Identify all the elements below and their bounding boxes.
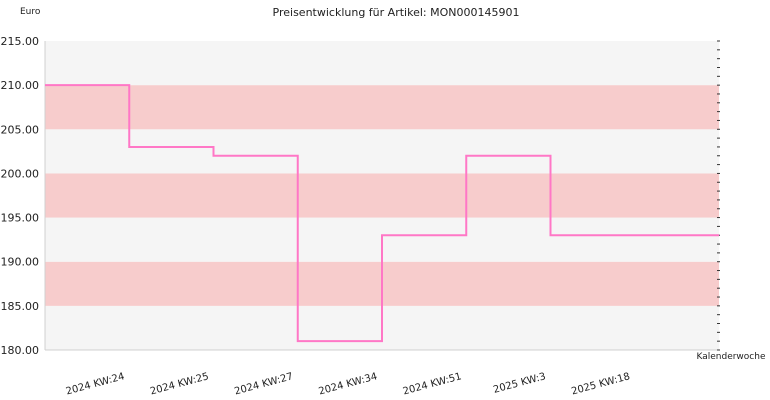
band	[45, 173, 719, 218]
band	[45, 41, 719, 86]
y-tick-labels: 180.00 185.00 190.00 195.00 200.00 205.00 210.…	[1, 35, 40, 357]
price-step-line	[45, 84, 719, 343]
x-axis-label: Kalenderwoche	[696, 352, 765, 362]
x-tick-labels: 2024 KW:24 2024 KW:25 2024 KW:27 2024 KW:34…	[65, 371, 632, 397]
y-tick-label: 185.00	[1, 300, 40, 313]
y-tick-label: 215.00	[1, 35, 40, 48]
x-tick-label: 2025 KW:18	[570, 371, 631, 397]
band	[45, 129, 719, 174]
x-tick-label: 2024 KW:34	[317, 371, 378, 397]
chart-title: Preisentwicklung für Artikel: MON0001459…	[273, 6, 520, 19]
x-tick-label: 2024 KW:24	[65, 371, 126, 397]
x-tick-label: 2025 KW:3	[492, 371, 547, 396]
y-tick-label: 190.00	[1, 256, 40, 269]
y-tick-label: 195.00	[1, 212, 40, 225]
y-tick-label: 210.00	[1, 79, 40, 92]
y-tick-label: 205.00	[1, 123, 40, 136]
right-minor-ticks	[717, 40, 720, 351]
y-axis-label: Euro	[20, 7, 41, 17]
y-bands	[44, 41, 719, 351]
x-tick-label: 2024 KW:25	[149, 371, 210, 397]
y-tick-label: 180.00	[1, 344, 40, 357]
band	[45, 85, 719, 130]
x-tick-label: 2024 KW:27	[233, 371, 294, 397]
x-tick-label: 2024 KW:51	[402, 371, 463, 397]
series-layer	[45, 84, 719, 343]
y-tick-label: 200.00	[1, 167, 40, 180]
